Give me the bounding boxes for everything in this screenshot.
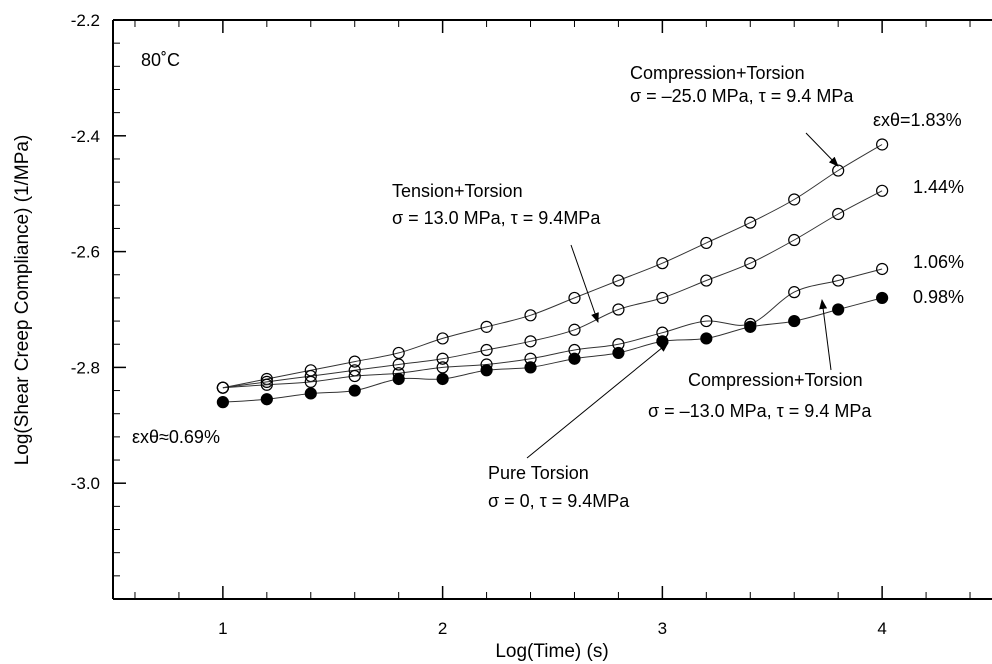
end-label-1-06: 1.06% [913,252,964,272]
series-0-point [612,274,625,287]
series-3-point [612,346,625,360]
series-1-point [656,291,669,305]
series-0-point [568,291,581,305]
series-1-point [612,303,625,316]
series-1-point [744,257,757,270]
series-3-point [260,393,273,406]
series-1-curve [222,190,883,389]
series-1-point [832,207,845,221]
series-1-point [480,343,493,357]
end-label-1-44: 1.44% [913,177,964,197]
series-0-point [436,332,449,345]
temperature-label: 80˚C [141,50,180,70]
series-3-point [480,364,493,377]
series-2-curve [222,268,883,389]
x-tick-label: 4 [877,619,886,638]
series-0-point [876,138,889,151]
series-0-point [348,355,361,368]
tension-stress: σ = 13.0 MPa, τ = 9.4MPa [392,208,601,228]
series-1-point [700,274,713,287]
series-0-curve [222,144,883,389]
series-2-point [348,369,361,383]
series-2-point [788,286,801,299]
series-3-point [788,314,801,328]
x-tick-label: 2 [438,619,447,638]
series-0-point [788,193,801,206]
series-3-point [304,387,317,400]
series-2-point [216,381,229,394]
arrow-pure [526,342,669,459]
series-0-point [700,236,713,250]
end-label-1-83: εxθ=1.83% [873,110,962,130]
y-tick-label: -2.4 [71,127,100,146]
arrow-tension [570,244,599,323]
series-1-point [260,375,273,388]
y-tick-label: -2.2 [71,11,100,30]
series-1-point [436,352,449,365]
series-0-point [524,309,537,322]
series-2-point [700,314,713,328]
start-strain-label: εxθ≈0.69% [132,427,220,447]
series-3-point [656,335,669,348]
series-2-point [876,262,889,276]
series-1-point [568,323,581,336]
series-3-point [876,291,889,305]
pure-stress: σ = 0, τ = 9.4MPa [488,491,630,511]
series-1-point [876,184,889,197]
series-3-point [348,384,361,397]
comp13-stress: σ = –13.0 MPa, τ = 9.4 MPa [648,401,872,421]
series-0-point [656,257,669,270]
y-tick-label: -3.0 [71,474,100,493]
series-1-point [392,358,405,371]
series-1-point [524,335,537,348]
arrow-comp25 [805,132,839,167]
series-3-point [744,320,757,333]
series-0-point [744,216,757,229]
comp25-title: Compression+Torsion [630,63,805,83]
comp13-title: Compression+Torsion [688,370,863,390]
arrow-comp13 [819,299,832,371]
y-tick-label: -2.6 [71,243,100,262]
y-tick-label: -2.8 [71,358,100,377]
series-2-point [260,378,273,391]
series-0-point [480,320,493,333]
series-3-point [524,361,537,374]
series-2-point [832,274,845,287]
series-3-point [436,372,449,386]
x-tick-label: 1 [218,619,227,638]
comp25-stress: σ = –25.0 MPa, τ = 9.4 MPa [630,86,854,106]
y-axis-title: Log(Shear Creep Compliance) (1/MPa) [12,135,33,466]
end-label-0-98: 0.98% [913,287,964,307]
series-3-point [392,372,405,386]
series-1-point [788,233,801,247]
series-3-curve [222,297,883,403]
series-3-point [832,303,845,316]
x-tick-label: 3 [658,619,667,638]
series-3-point [700,332,713,345]
pure-title: Pure Torsion [488,463,589,483]
x-axis-title: Log(Time) (s) [495,641,608,662]
series-3-point [216,396,229,409]
tension-title: Tension+Torsion [392,181,523,201]
series-3-point [568,352,581,365]
